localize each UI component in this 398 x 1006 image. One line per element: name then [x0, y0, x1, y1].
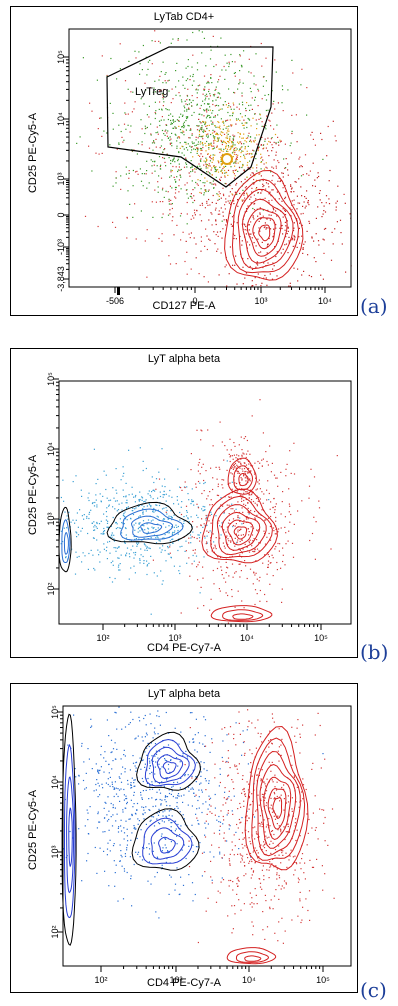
panel-b: LyT alpha beta CD25 PE-Cy5-A 10² 10³ 10⁴ 10… — [10, 348, 358, 658]
x-tick-label: 10³ — [169, 975, 182, 985]
y-tick-label: 10⁵ — [46, 372, 56, 386]
plot-area — [68, 28, 352, 288]
blue-contour-population — [61, 713, 77, 946]
chart-a-svg: LyTreg -506 0 10³ 10⁴ -3,843 -10³ 0 10³ 10⁴ 10⁵ — [56, 28, 352, 306]
y-tick-label: 0 — [56, 212, 66, 217]
blue-contour-population — [106, 501, 193, 545]
plot-area — [62, 705, 352, 967]
red-scatter-points — [218, 436, 264, 509]
lytreg-gate — [106, 46, 274, 188]
y-tick-label: 10⁵ — [56, 50, 66, 64]
panel-c: LyT alpha beta CD25 PE-Cy5-A 10² 10³ 10⁴ 10… — [10, 683, 358, 993]
y-tick-label: 10³ — [46, 512, 56, 525]
red-contour-population — [224, 169, 304, 281]
chart-b-svg: 10² 10³ 10⁴ 10⁵ 10² 10³ 10⁴ 10⁵ — [46, 372, 352, 643]
y-tick-label: 10³ — [50, 845, 60, 858]
y-tick-label: 10² — [50, 925, 60, 938]
y-tick-label: 10³ — [56, 172, 66, 185]
x-axis-label: CD4 PE-Cy7-A — [147, 642, 221, 654]
y-tick-label: -10³ — [56, 239, 66, 255]
panel-letter-c: (c) — [360, 978, 387, 1002]
red-scatter-points — [152, 399, 338, 625]
red-contour-population — [226, 947, 277, 965]
x-tick-label: -506 — [106, 296, 124, 306]
red-contour-population — [227, 457, 257, 495]
chart-c-svg: 10² 10³ 10⁴ 10⁵ 10² 10³ 10⁴ 10⁵ — [50, 705, 352, 985]
blue-contour-population — [58, 506, 72, 573]
x-tick-label: 10² — [94, 975, 107, 985]
x-axis-label: CD127 PE-A — [152, 300, 216, 312]
x-tick-label: 10³ — [168, 633, 181, 643]
x-tick-label: 10⁴ — [240, 633, 254, 643]
yellow-scatter-points — [171, 102, 281, 201]
x-tick-label: 10⁵ — [316, 975, 330, 985]
y-tick-label: 10² — [46, 582, 56, 595]
blue-contour-population — [136, 731, 202, 791]
plot-title: LyT alpha beta — [147, 353, 221, 365]
blue-scatter-points — [63, 706, 324, 919]
panel-a: LyTab CD4+ CD25 PE-Cy5-A LyTreg -506 0 10³ 1… — [10, 6, 358, 316]
x-tick-label: 10⁵ — [314, 633, 328, 643]
x-tick-label: 10³ — [254, 296, 267, 306]
y-tick-label: 10⁵ — [50, 705, 60, 719]
red-contour-population — [210, 605, 273, 623]
gate-label: LyTreg — [135, 86, 168, 98]
blue-contour-population — [131, 808, 200, 871]
zero-marker — [117, 287, 120, 295]
x-tick-label: 0 — [192, 296, 197, 306]
x-axis-label: CD4 PE-Cy7-A — [147, 977, 221, 989]
yellow-density-peak — [221, 153, 233, 165]
green-scatter-points — [76, 30, 324, 225]
red-scatter-points — [184, 709, 335, 949]
x-tick-label: 10⁴ — [318, 296, 332, 306]
plot-area — [58, 380, 352, 625]
panel-letter-a: (a) — [360, 294, 388, 318]
y-tick-label: 10⁴ — [56, 112, 66, 126]
panel-letter-b: (b) — [360, 640, 389, 664]
y-tick-label: -3,843 — [56, 266, 66, 292]
plot-title: LyT alpha beta — [147, 688, 221, 700]
plot-title: LyTab CD4+ — [153, 11, 215, 23]
x-tick-label: 10⁴ — [242, 975, 256, 985]
blue-scatter-points — [59, 447, 270, 615]
x-tick-label: 10² — [96, 633, 109, 643]
y-tick-label: 10⁴ — [46, 442, 56, 456]
red-contour-population — [201, 488, 278, 564]
red-contour-population — [244, 725, 309, 871]
y-tick-label: 10⁴ — [50, 775, 60, 789]
